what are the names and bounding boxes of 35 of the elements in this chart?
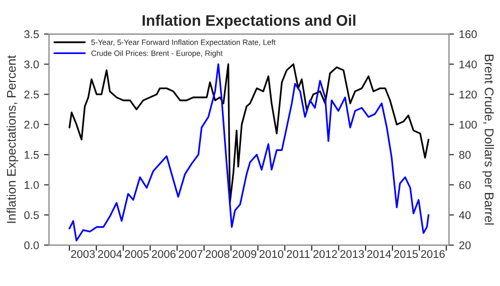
y2-axis-title: Brent Crude, Dollars per Barrel — [482, 54, 494, 225]
y-tick-label: 1.0 — [24, 181, 39, 189]
x-tick-label: 2010 — [260, 250, 284, 258]
x-tick-label: 2005 — [124, 250, 149, 258]
y2-tick-label: 160 — [460, 30, 477, 38]
x-tick-label: 2014 — [367, 250, 392, 258]
y-tick-label: 0.0 — [24, 241, 39, 250]
x-tick-label: 2013 — [340, 250, 364, 258]
x-tick-label: 2004 — [98, 250, 122, 258]
x-tick-label: 2009 — [232, 250, 256, 258]
x-tick-label: 2015 — [394, 250, 418, 258]
x-tick-label: 2003 — [71, 250, 95, 258]
y2-tick-label: 100 — [460, 120, 477, 129]
y-tick-label: 3.0 — [24, 60, 39, 68]
x-tick-label: 2011 — [286, 250, 310, 258]
line-series — [68, 63, 430, 204]
y2-tick-label: 80 — [459, 150, 471, 159]
y2-tick-label: 120 — [460, 90, 477, 98]
y-axis-title: Inflation Expectations, Percent — [6, 55, 18, 223]
y-tick-label: 3.5 — [24, 30, 39, 38]
x-tick-label: 2007 — [178, 250, 202, 258]
y-tick-label: 2.5 — [24, 90, 39, 98]
y2-tick-label: 60 — [459, 181, 471, 189]
y2-tick-label: 20 — [459, 241, 471, 250]
chart-title: Inflation Expectations and Oil — [142, 14, 356, 29]
line-series — [68, 63, 430, 242]
x-tick-label: 2012 — [313, 250, 337, 258]
y2-tick-label: 40 — [458, 211, 471, 220]
x-tick-label: 2006 — [152, 250, 176, 258]
y-tick-label: 2.0 — [24, 120, 39, 129]
y-tick-label: 1.5 — [24, 151, 39, 159]
x-tick-label: 2008 — [206, 250, 230, 258]
y-tick-label: 0.5 — [24, 211, 39, 220]
y2-tick-label: 140 — [460, 60, 477, 68]
x-tick-label: 2016 — [421, 250, 445, 258]
